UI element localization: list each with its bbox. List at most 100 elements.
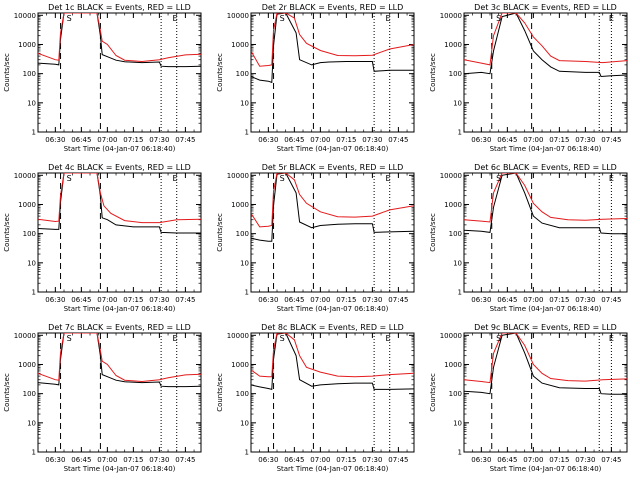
x-tick-label: 06:45 [284,296,304,304]
detector-panel-7: Det 7c BLACK = Events, RED = LLD 1 10 100 10… [0,320,213,480]
y-axis-label: Counts/sec [429,373,437,412]
plot-svg: Det 4c BLACK = Events, RED = LLD 1 10 100 10… [3,163,202,313]
x-tick-label: 06:30 [258,136,278,144]
marker-label-s: S [67,14,72,23]
y-axis-label: Counts/sec [3,213,11,252]
y-tick-label: 100 [449,230,462,238]
x-tick-label: 07:30 [149,296,169,304]
y-tick-label: 1 [458,449,462,457]
series-line-events [464,173,627,235]
x-tick-label: 06:30 [45,296,65,304]
y-tick-label: 10 [27,99,36,107]
y-axis-label: Counts/sec [429,53,437,92]
plot-svg: Det 9c BLACK = Events, RED = LLD 1 10 100 10… [429,323,628,473]
y-tick-label: 1 [32,449,36,457]
plot-svg: Det 8c BLACK = Events, RED = LLD 1 10 100 10… [216,323,415,473]
y-tick-label: 100 [23,230,36,238]
y-tick-label: 10 [27,419,36,427]
series-line-events [251,333,414,391]
y-tick-label: 10000 [440,172,462,180]
detector-panel-1: Det 1c BLACK = Events, RED = LLD 1 10 100 10… [0,0,213,160]
x-tick-label: 07:00 [523,296,543,304]
y-tick-label: 10000 [227,12,249,20]
x-tick-label: 07:00 [97,136,117,144]
series-line-lld [464,333,627,384]
y-tick-label: 10000 [440,12,462,20]
series-line-events [251,173,414,242]
y-tick-label: 1000 [18,201,36,209]
x-axis-label: Start Time (04-Jan-07 06:18:40) [277,145,389,153]
marker-label-e: E [609,14,614,23]
x-tick-label: 07:30 [149,136,169,144]
x-tick-label: 07:45 [388,136,408,144]
series-line-lld [251,13,414,67]
y-tick-label: 1 [245,289,249,297]
x-tick-label: 07:00 [97,296,117,304]
x-tick-label: 06:45 [284,136,304,144]
plot-svg: Det 6c BLACK = Events, RED = LLD 1 10 100 10… [429,163,628,313]
y-tick-label: 1 [245,129,249,137]
marker-label-e: E [172,174,177,183]
x-tick-label: 06:45 [71,136,91,144]
x-tick-label: 06:45 [497,456,517,464]
marker-label-e: E [172,334,177,343]
y-tick-label: 10000 [14,172,36,180]
y-axis-label: Counts/sec [3,373,11,412]
series-line-lld [251,173,414,228]
series-line-lld [38,13,201,63]
x-tick-label: 06:45 [284,456,304,464]
plot-frame [463,172,628,293]
plot-svg: Det 5r BLACK = Events, RED = LLD 1 10 100 10… [216,163,415,313]
x-tick-label: 07:30 [575,136,595,144]
series-line-events [251,13,414,84]
y-tick-label: 1000 [231,361,249,369]
x-tick-label: 07:15 [123,296,143,304]
x-tick-label: 07:30 [362,296,382,304]
x-tick-label: 06:30 [471,136,491,144]
plot-frame [250,12,415,133]
x-tick-label: 07:15 [549,136,569,144]
x-axis-label: Start Time (04-Jan-07 06:18:40) [64,305,176,313]
y-tick-label: 100 [236,230,249,238]
x-tick-label: 07:00 [310,136,330,144]
y-tick-label: 1000 [444,361,462,369]
y-tick-label: 10 [453,99,462,107]
y-tick-label: 10 [453,259,462,267]
y-tick-label: 100 [449,390,462,398]
series-line-lld [251,333,414,378]
y-tick-label: 10000 [227,172,249,180]
x-tick-label: 07:15 [336,296,356,304]
marker-label-e: E [172,14,177,23]
marker-label-s: S [67,334,72,343]
detector-panel-2: Det 2r BLACK = Events, RED = LLD 1 10 100 10… [213,0,426,160]
x-tick-label: 07:30 [575,456,595,464]
detector-panel-6: Det 6c BLACK = Events, RED = LLD 1 10 100 10… [426,160,639,320]
series-line-events [464,333,627,395]
x-tick-label: 07:45 [388,296,408,304]
x-tick-label: 07:00 [310,296,330,304]
x-tick-label: 07:30 [362,136,382,144]
panel-title: Det 1c BLACK = Events, RED = LLD [48,3,191,12]
y-tick-label: 1 [458,289,462,297]
series-line-events [464,13,627,78]
plot-frame [463,12,628,133]
y-tick-label: 10 [240,259,249,267]
x-tick-label: 06:45 [71,456,91,464]
x-tick-label: 07:30 [362,456,382,464]
x-axis-label: Start Time (04-Jan-07 06:18:40) [277,305,389,313]
y-tick-label: 1000 [444,201,462,209]
plot-svg: Det 3c BLACK = Events, RED = LLD 1 10 100 10… [429,3,628,153]
detector-panel-5: Det 5r BLACK = Events, RED = LLD 1 10 100 10… [213,160,426,320]
y-tick-label: 1000 [18,361,36,369]
series-line-lld [464,173,627,223]
y-tick-label: 100 [23,390,36,398]
series-line-lld [38,173,201,224]
x-tick-label: 07:00 [523,456,543,464]
y-tick-label: 10000 [14,332,36,340]
y-tick-label: 10 [27,259,36,267]
panel-title: Det 8c BLACK = Events, RED = LLD [261,323,404,332]
x-axis-label: Start Time (04-Jan-07 06:18:40) [490,145,602,153]
x-tick-label: 07:00 [523,136,543,144]
panel-title: Det 5r BLACK = Events, RED = LLD [262,163,404,172]
